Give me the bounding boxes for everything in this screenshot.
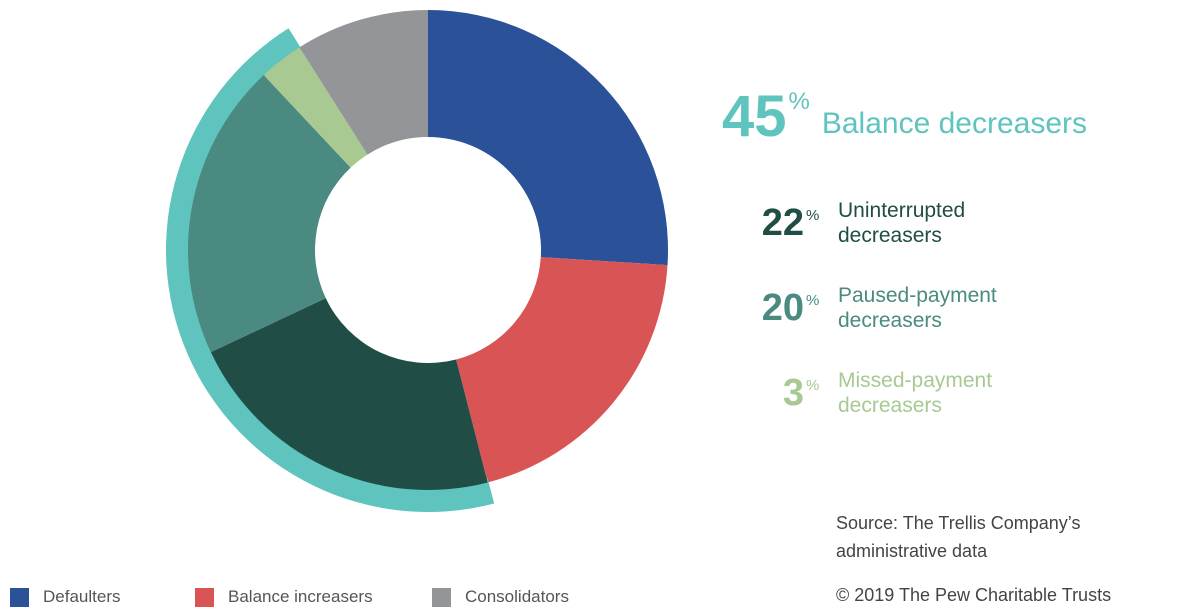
donut-segment xyxy=(263,47,368,168)
copyright: © 2019 The Pew Charitable Trusts xyxy=(836,585,1112,605)
group-heading: 45% Balance decreasers xyxy=(722,88,1087,146)
legend-item: Balance increasers xyxy=(195,587,373,607)
part-value: 22 xyxy=(761,202,804,244)
donut-segment xyxy=(428,10,669,266)
legend-item: Consolidators xyxy=(432,587,569,607)
donut-segment xyxy=(456,257,668,483)
part-row: 3% Missed-payment decreasers xyxy=(730,368,1038,418)
part-row: 20% Paused-payment decreasers xyxy=(730,283,1038,333)
donut-segment xyxy=(299,10,428,155)
part-row: 22% Uninterrupted decreasers xyxy=(730,198,1038,248)
donut-segment xyxy=(188,75,351,353)
donut-segment xyxy=(210,298,488,491)
legend-label: Defaulters xyxy=(43,587,121,606)
percent-sign: % xyxy=(806,377,820,394)
percent-sign: % xyxy=(806,207,820,224)
legend-item: Defaulters xyxy=(10,587,120,607)
part-value: 3 xyxy=(782,372,804,414)
part-label: Missed-payment decreasers xyxy=(838,369,993,418)
group-value: 45 xyxy=(722,84,787,149)
part-label: Paused-payment decreasers xyxy=(838,284,997,333)
percent-sign: % xyxy=(806,292,820,309)
legend-swatch xyxy=(432,587,451,607)
legend-label: Consolidators xyxy=(465,587,569,606)
source-note: Source: The Trellis Company’s administra… xyxy=(836,513,1081,561)
legend-swatch xyxy=(10,587,29,607)
part-value: 20 xyxy=(761,287,804,329)
group-label: Balance decreasers xyxy=(821,107,1088,140)
legend-label: Balance increasers xyxy=(228,587,373,606)
part-label: Uninterrupted decreasers xyxy=(838,199,966,248)
legend-swatch xyxy=(195,587,214,607)
percent-sign: % xyxy=(788,88,810,115)
